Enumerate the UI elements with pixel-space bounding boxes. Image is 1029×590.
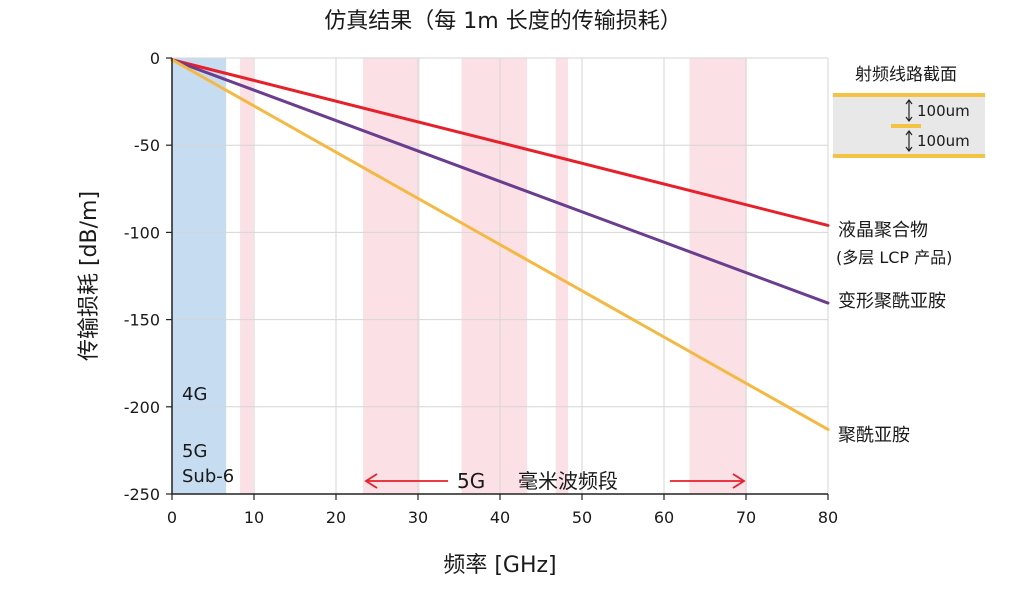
series-label-lcp: 液晶聚合物	[838, 220, 928, 241]
y-tick-label-0: 0	[150, 49, 160, 68]
band-3	[461, 58, 528, 494]
x-axis-label: 频率 [GHz]	[443, 553, 556, 578]
mmwave-5g-label: 5G	[457, 469, 485, 493]
mmwave-right-arrow-head	[732, 473, 746, 489]
x-tick-label-4: 40	[490, 508, 510, 527]
mmwave-left-arrow-head	[364, 473, 378, 489]
band-0	[172, 58, 227, 494]
chart-title: 仿真结果（每 1m 长度的传输损耗）	[324, 9, 681, 34]
cross-section-title: 射频线路截面	[855, 65, 957, 85]
cross-section-signal-conductor	[891, 124, 921, 128]
x-tick-label-8: 80	[818, 508, 838, 527]
y-tick-label-2: -100	[124, 223, 160, 242]
series-lines	[170, 58, 830, 431]
x-tick-label-6: 60	[654, 508, 674, 527]
band-5g-label: 5G	[182, 441, 207, 462]
cross-section-bottom-conductor	[833, 154, 985, 158]
mmwave-annotation: 5G 毫米波频段	[364, 469, 746, 493]
series-label-mpi: 变形聚酰亚胺	[838, 291, 946, 312]
series-label-lcp-sub: (多层 LCP 产品)	[836, 248, 952, 267]
band-5	[689, 58, 747, 494]
y-axis-label: 传输损耗 [dB/m]	[77, 191, 102, 361]
y-tick-label-4: -200	[124, 398, 160, 417]
band-4g-label: 4G	[182, 384, 207, 405]
y-tick-label-5: -250	[124, 485, 160, 504]
plot-area	[170, 57, 830, 495]
cross-section-top-conductor	[833, 93, 985, 97]
y-ticks: 0 -50 -100 -150 -200 -250	[124, 49, 172, 504]
x-tick-label-2: 20	[326, 508, 346, 527]
x-ticks: 0 10 20 30 40 50 60 70 80	[167, 494, 838, 527]
x-tick-label-7: 70	[736, 508, 756, 527]
band-1	[240, 58, 254, 494]
frequency-bands	[172, 58, 747, 494]
x-tick-label-5: 50	[572, 508, 592, 527]
gridlines	[172, 57, 829, 495]
x-tick-label-1: 10	[244, 508, 264, 527]
x-tick-label-3: 30	[408, 508, 428, 527]
series-line-2	[170, 58, 830, 431]
x-tick-label-0: 0	[167, 508, 177, 527]
series-line-1	[170, 58, 830, 305]
band-2	[363, 58, 420, 494]
band-sub6-label: Sub-6	[182, 466, 234, 487]
cross-section-label-bottom: 100um	[917, 132, 970, 150]
y-tick-label-3: -150	[124, 311, 160, 330]
series-label-pi: 聚酰亚胺	[838, 425, 910, 446]
series-line-0	[170, 58, 830, 227]
cross-section-label-top: 100um	[917, 102, 970, 120]
mmwave-band-label: 毫米波频段	[518, 469, 618, 493]
dimension-arrow-top	[905, 99, 913, 122]
band-4	[555, 58, 569, 494]
dimension-arrow-bottom	[905, 130, 913, 152]
y-tick-label-1: -50	[134, 136, 160, 155]
cross-section-inset: 射频线路截面 100um 100um	[833, 65, 985, 158]
